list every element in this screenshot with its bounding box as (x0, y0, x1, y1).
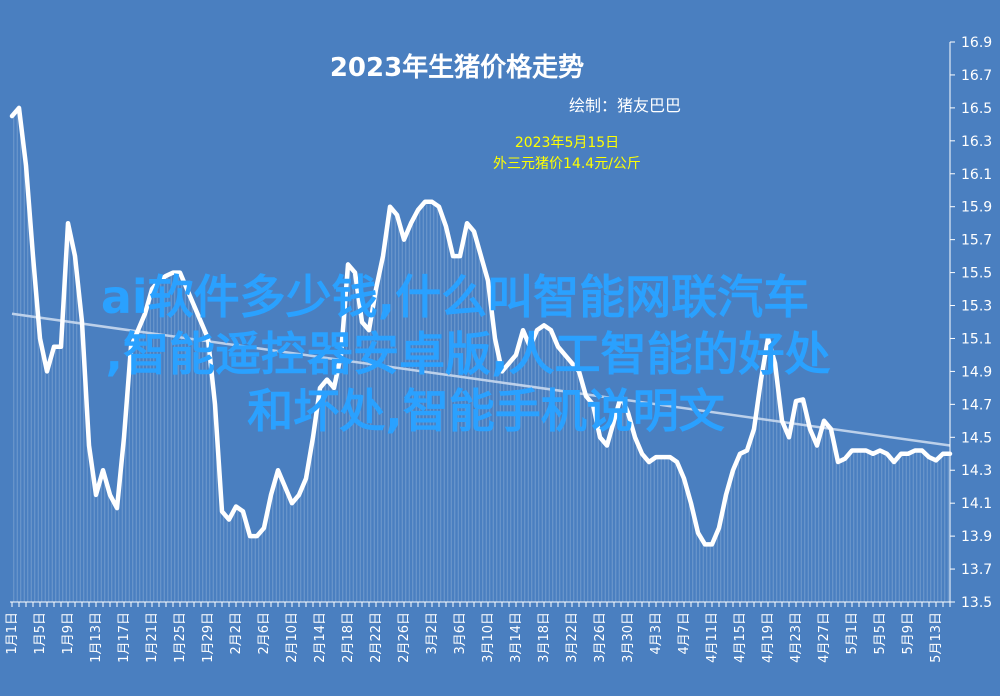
price-line (9, 105, 953, 547)
area-hatch (13, 109, 949, 602)
chart-subtitle: 绘制：猪友巴巴 (569, 96, 681, 115)
x-tick-label: 1月29日 (201, 612, 216, 663)
y-tick-label: 16.7 (961, 68, 992, 84)
y-tick-label: 16.3 (961, 134, 992, 150)
x-tick-label: 4月27日 (817, 612, 832, 663)
x-tick-label: 5月5日 (873, 612, 888, 655)
x-tick-label: 3月26日 (593, 612, 608, 663)
chart-title: 2023年生猪价格走势 (330, 52, 584, 83)
y-tick-label: 16.9 (961, 35, 992, 51)
overlay-text-line-1: ai软件多少钱,什么叫智能网联汽车 (101, 270, 809, 324)
x-tick-label: 2月22日 (369, 612, 384, 663)
overlay-text-line-2: ,智能遥控器安卓版,人工智能的好处 (106, 327, 831, 381)
x-tick-label: 4月7日 (677, 612, 692, 655)
y-tick-label: 16.1 (961, 167, 992, 183)
x-tick-label: 1月13日 (89, 612, 104, 663)
overlay-text-line-3: 和坏处,智能手机说明文 (247, 384, 724, 438)
x-tick-label: 3月2日 (425, 612, 440, 655)
y-tick-label: 14.1 (961, 496, 992, 512)
annotation-date: 2023年5月15日 (515, 135, 619, 151)
y-tick-label: 13.9 (961, 529, 992, 545)
x-tick-label: 1月9日 (61, 612, 76, 655)
x-tick-label: 1月1日 (5, 612, 20, 655)
y-tick-label: 13.7 (961, 562, 992, 578)
y-tick-label: 14.3 (961, 463, 992, 479)
y-tick-label: 15.1 (961, 331, 992, 347)
x-tick-label: 5月1日 (845, 612, 860, 655)
x-tick-label: 4月15日 (733, 612, 748, 663)
x-tick-label: 4月19日 (761, 612, 776, 663)
x-tick-label: 3月10日 (481, 612, 496, 663)
y-tick-label: 13.5 (961, 595, 992, 611)
x-tick-label: 3月6日 (453, 612, 468, 655)
y-tick-label: 14.5 (961, 430, 992, 446)
x-tick-label: 1月21日 (145, 612, 160, 663)
x-tick-label: 3月18日 (537, 612, 552, 663)
y-tick-labels: 13.5 13.7 13.9 14.1 14.3 14.5 14.7 14.9 15.1 15.3… (961, 35, 992, 611)
price-line-group (9, 105, 953, 547)
x-tick-label: 5月13日 (929, 612, 944, 663)
x-tick-label: 2月26日 (397, 612, 412, 663)
axes-group (10, 41, 955, 607)
x-tick-label: 4月3日 (649, 612, 664, 655)
x-tick-label: 2月6日 (257, 612, 272, 655)
x-tick-labels: 1月1日 1月5日 1月9日 1月13日 1月17日 1月21日 1月25日 1月29日 2月2… (5, 612, 944, 663)
x-tick-label: 4月11日 (705, 612, 720, 663)
x-tick-label: 1月17日 (117, 612, 132, 663)
y-tick-label: 14.9 (961, 364, 992, 380)
y-tick-label: 14.7 (961, 397, 992, 413)
x-tick-label: 1月5日 (33, 612, 48, 655)
y-tick-label: 15.3 (961, 299, 992, 315)
y-tick-label: 16.5 (961, 101, 992, 117)
y-tick-label: 15.5 (961, 266, 992, 282)
x-tick-label: 5月9日 (901, 612, 916, 655)
annotation-price: 外三元猪价14.4元/公斤 (493, 156, 641, 172)
x-tick-label: 3月14日 (509, 612, 524, 663)
x-tick-label: 2月14日 (313, 612, 328, 663)
x-tick-label: 2月10日 (285, 612, 300, 663)
x-tick-label: 3月30日 (621, 612, 636, 663)
x-tick-label: 4月23日 (789, 612, 804, 663)
x-tick-label: 1月25日 (173, 612, 188, 663)
y-tick-label: 15.9 (961, 200, 992, 216)
x-tick-label: 3月22日 (565, 612, 580, 663)
x-tick-label: 2月18日 (341, 612, 356, 663)
y-tick-label: 15.7 (961, 233, 992, 249)
x-tick-label: 2月2日 (229, 612, 244, 655)
